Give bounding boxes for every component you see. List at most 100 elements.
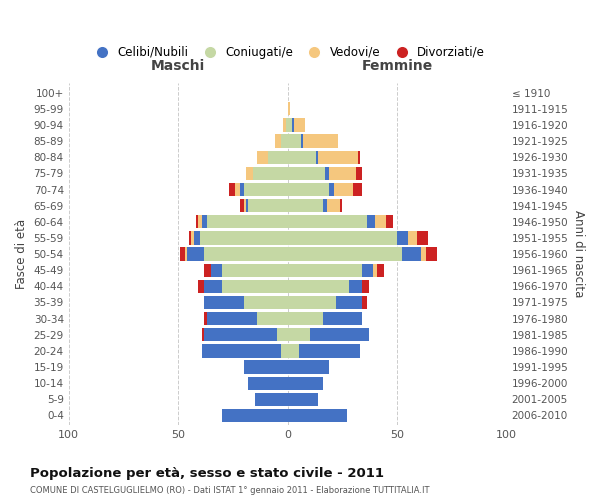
Bar xyxy=(353,183,362,196)
Bar xyxy=(377,264,384,277)
Legend: Celibi/Nubili, Coniugati/e, Vedovi/e, Divorziati/e: Celibi/Nubili, Coniugati/e, Vedovi/e, Di… xyxy=(86,41,490,64)
Bar xyxy=(303,134,338,147)
Bar xyxy=(287,409,347,422)
Bar xyxy=(299,344,360,358)
Bar xyxy=(244,199,246,212)
Bar xyxy=(187,248,205,260)
Bar xyxy=(287,118,292,132)
Bar xyxy=(283,118,286,132)
Bar xyxy=(349,280,362,293)
Bar xyxy=(281,344,287,358)
Bar xyxy=(281,134,287,147)
Bar xyxy=(235,183,239,196)
Bar xyxy=(287,167,325,180)
Bar xyxy=(362,296,367,309)
Bar xyxy=(244,360,287,374)
Bar xyxy=(287,215,367,228)
Bar xyxy=(205,264,211,277)
Bar xyxy=(287,102,290,116)
Bar xyxy=(202,215,206,228)
Bar xyxy=(323,199,327,212)
Bar xyxy=(277,328,287,342)
Bar xyxy=(248,376,287,390)
Bar xyxy=(301,134,303,147)
Bar xyxy=(246,167,253,180)
Bar xyxy=(323,312,362,325)
Bar xyxy=(325,167,329,180)
Bar xyxy=(229,183,235,196)
Bar xyxy=(362,280,369,293)
Bar xyxy=(287,134,301,147)
Bar xyxy=(336,296,362,309)
Bar xyxy=(397,232,408,244)
Bar xyxy=(287,344,299,358)
Bar xyxy=(202,344,281,358)
Bar xyxy=(373,264,377,277)
Bar xyxy=(286,118,287,132)
Bar xyxy=(205,296,244,309)
Bar xyxy=(205,248,287,260)
Bar xyxy=(198,280,205,293)
Bar xyxy=(287,183,329,196)
Bar xyxy=(191,232,194,244)
Bar xyxy=(185,248,187,260)
Bar xyxy=(425,248,437,260)
Bar xyxy=(287,312,323,325)
Bar xyxy=(386,215,393,228)
Bar xyxy=(257,312,287,325)
Bar xyxy=(222,280,287,293)
Bar xyxy=(327,199,340,212)
Bar xyxy=(222,409,287,422)
Bar xyxy=(287,360,329,374)
Bar xyxy=(287,264,362,277)
Bar xyxy=(198,215,202,228)
Bar xyxy=(196,215,198,228)
Bar xyxy=(358,150,360,164)
Bar xyxy=(287,248,401,260)
Bar xyxy=(287,392,319,406)
Bar xyxy=(189,232,191,244)
Bar xyxy=(253,167,287,180)
Y-axis label: Fasce di età: Fasce di età xyxy=(15,219,28,289)
Bar xyxy=(417,232,428,244)
Bar xyxy=(287,296,336,309)
Bar xyxy=(222,264,287,277)
Bar xyxy=(334,183,353,196)
Bar xyxy=(376,215,386,228)
Text: Popolazione per età, sesso e stato civile - 2011: Popolazione per età, sesso e stato civil… xyxy=(30,468,384,480)
Bar xyxy=(408,232,417,244)
Bar xyxy=(244,296,287,309)
Bar xyxy=(205,328,277,342)
Bar xyxy=(205,312,206,325)
Bar xyxy=(421,248,425,260)
Bar xyxy=(287,232,397,244)
Bar xyxy=(287,280,349,293)
Bar xyxy=(244,183,287,196)
Bar xyxy=(194,232,200,244)
Bar xyxy=(329,167,356,180)
Bar xyxy=(319,150,358,164)
Bar xyxy=(367,215,376,228)
Bar xyxy=(239,199,244,212)
Text: Maschi: Maschi xyxy=(151,60,205,74)
Bar xyxy=(287,150,316,164)
Text: Femmine: Femmine xyxy=(362,60,433,74)
Bar xyxy=(206,215,287,228)
Bar xyxy=(287,376,323,390)
Bar xyxy=(205,280,222,293)
Bar xyxy=(181,248,185,260)
Bar xyxy=(239,183,244,196)
Bar xyxy=(340,199,343,212)
Bar xyxy=(401,248,421,260)
Bar xyxy=(246,199,248,212)
Bar xyxy=(292,118,294,132)
Text: COMUNE DI CASTELGUGLIELMO (RO) - Dati ISTAT 1° gennaio 2011 - Elaborazione TUTTI: COMUNE DI CASTELGUGLIELMO (RO) - Dati IS… xyxy=(30,486,430,495)
Y-axis label: Anni di nascita: Anni di nascita xyxy=(572,210,585,298)
Bar xyxy=(255,392,287,406)
Bar xyxy=(362,264,373,277)
Bar xyxy=(275,134,281,147)
Bar xyxy=(211,264,222,277)
Bar xyxy=(329,183,334,196)
Bar xyxy=(316,150,319,164)
Bar xyxy=(356,167,362,180)
